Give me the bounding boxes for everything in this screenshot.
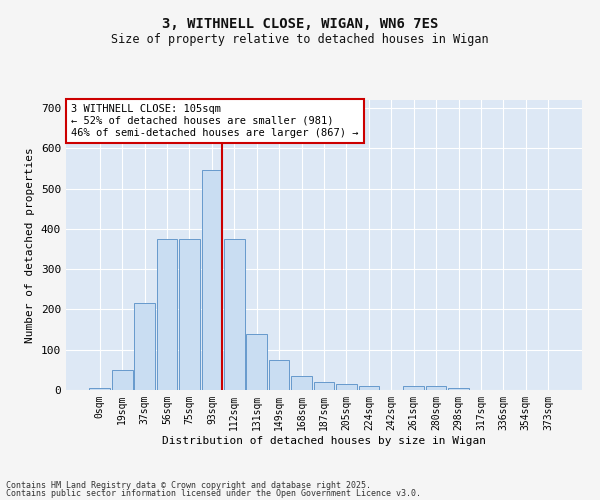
Text: Size of property relative to detached houses in Wigan: Size of property relative to detached ho… <box>111 32 489 46</box>
Bar <box>314 382 334 390</box>
Y-axis label: Number of detached properties: Number of detached properties <box>25 147 35 343</box>
Text: Contains HM Land Registry data © Crown copyright and database right 2025.: Contains HM Land Registry data © Crown c… <box>6 480 371 490</box>
Bar <box>112 370 133 390</box>
Text: Contains public sector information licensed under the Open Government Licence v3: Contains public sector information licen… <box>6 489 421 498</box>
Bar <box>403 386 424 390</box>
Text: 3, WITHNELL CLOSE, WIGAN, WN6 7ES: 3, WITHNELL CLOSE, WIGAN, WN6 7ES <box>162 18 438 32</box>
Bar <box>291 376 312 390</box>
Bar <box>359 386 379 390</box>
Bar <box>179 239 200 390</box>
Bar <box>448 388 469 390</box>
X-axis label: Distribution of detached houses by size in Wigan: Distribution of detached houses by size … <box>162 436 486 446</box>
Bar <box>202 170 222 390</box>
Bar <box>89 388 110 390</box>
Bar <box>336 384 357 390</box>
Bar <box>224 239 245 390</box>
Bar <box>157 239 178 390</box>
Bar <box>269 360 289 390</box>
Text: 3 WITHNELL CLOSE: 105sqm
← 52% of detached houses are smaller (981)
46% of semi-: 3 WITHNELL CLOSE: 105sqm ← 52% of detach… <box>71 104 359 138</box>
Bar <box>134 304 155 390</box>
Bar <box>426 386 446 390</box>
Bar <box>247 334 267 390</box>
